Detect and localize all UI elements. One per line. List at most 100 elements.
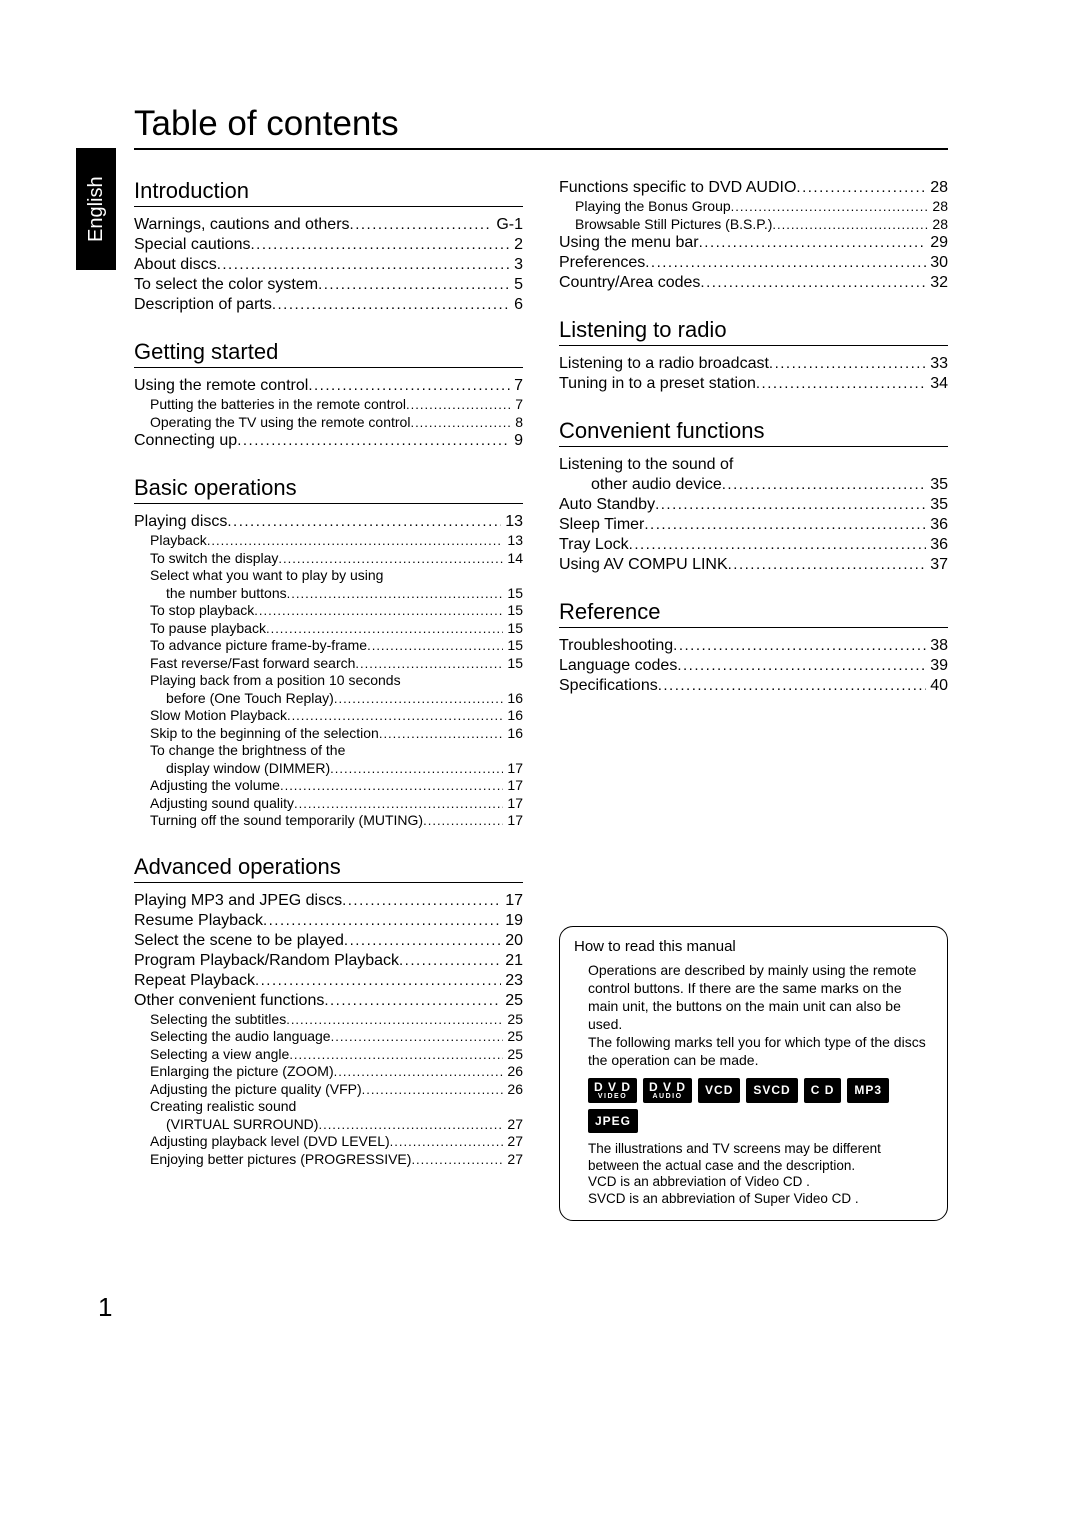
- toc-entry: Functions specific to DVD AUDIO 28: [559, 178, 948, 198]
- toc-entry: Playing discs13: [134, 512, 523, 532]
- toc-entry-label: Adjusting the picture quality (VFP): [150, 1081, 362, 1099]
- toc-entry: Connecting up9: [134, 431, 523, 451]
- info-box-title: How to read this manual: [574, 937, 933, 957]
- toc-entry-page: 40: [926, 676, 948, 696]
- badge-label: MP3: [854, 1084, 882, 1096]
- toc-entry: Country/Area codes32: [559, 273, 948, 293]
- toc-entry-page: 28: [926, 178, 948, 198]
- right-column: Functions specific to DVD AUDIO 28 Playing…: [559, 178, 948, 1221]
- toc-entry-label: Description of parts: [134, 295, 272, 315]
- toc-entry-label: Tuning in to a preset station: [559, 374, 756, 394]
- toc-leader-dots: [294, 796, 503, 812]
- toc-entry-label: Warnings, cautions and others: [134, 215, 350, 235]
- toc-entry: (VIRTUAL SURROUND)27: [134, 1116, 523, 1134]
- toc-entry-label: Selecting the subtitles: [150, 1011, 286, 1029]
- toc-entry-page: 16: [503, 707, 523, 725]
- toc-entry-label: To switch the display: [150, 550, 278, 568]
- badge-label: D V D: [649, 1081, 686, 1093]
- toc-entry: Special cautions2: [134, 235, 523, 255]
- toc-entry-page: 17: [503, 777, 523, 795]
- toc-entry-page: 16: [503, 690, 523, 708]
- toc-entry-label: Program Playback/Random Playback: [134, 951, 399, 971]
- toc-entry-page: 15: [503, 655, 523, 673]
- toc-entry-label: Using the menu bar: [559, 233, 699, 253]
- toc-entry: Repeat Playback23: [134, 971, 523, 991]
- badge-label: VCD: [705, 1084, 733, 1096]
- toc-entry-page: 25: [503, 1046, 523, 1064]
- section-title: Basic operations: [134, 475, 523, 504]
- badge-sublabel: AUDIO: [649, 1093, 686, 1100]
- toc-entry: Tuning in to a preset station34: [559, 374, 948, 394]
- toc-entry-label: (VIRTUAL SURROUND): [166, 1116, 318, 1134]
- toc-entry-page: 6: [510, 295, 523, 315]
- toc-entry-label: To select the color system: [134, 275, 318, 295]
- toc-entry-page: 8: [511, 414, 523, 432]
- toc-leader-dots: [722, 476, 926, 495]
- toc-entry: Skip to the beginning of the selection16: [134, 725, 523, 743]
- toc-entry-label: Repeat Playback: [134, 971, 255, 991]
- info-text: The following marks tell you for which t…: [588, 1033, 933, 1069]
- toc-entry-page: 28: [928, 198, 948, 216]
- toc-leader-dots: [645, 254, 926, 273]
- toc-leader-dots: [769, 355, 926, 374]
- disc-type-badge: D V DAUDIO: [643, 1078, 692, 1103]
- toc-entry-label: Tray Lock: [559, 535, 629, 555]
- toc-leader-dots: [266, 621, 503, 637]
- toc-leader-dots: [263, 912, 501, 931]
- toc-entry: To stop playback15: [134, 602, 523, 620]
- toc-entry-page: 16: [503, 725, 523, 743]
- toc-leader-dots: [286, 1012, 503, 1028]
- toc-entry-label: Browsable Still Pictures (B.S.P.): [575, 216, 772, 234]
- toc-entry-page: 9: [510, 431, 523, 451]
- toc-entry: Select the scene to be played20: [134, 931, 523, 951]
- info-footer: The illustrations and TV screens may be …: [588, 1141, 933, 1209]
- toc-entry-label: Operating the TV using the remote contro…: [150, 414, 410, 432]
- toc-entry-page: 29: [926, 233, 948, 253]
- section-title: Listening to radio: [559, 317, 948, 346]
- toc-entry-continuation-head: Playing back from a position 10 seconds: [134, 672, 523, 690]
- toc-leader-dots: [655, 496, 926, 515]
- toc-entry: Specifications 40: [559, 676, 948, 696]
- left-column: Introduction Warnings, cautions and other…: [134, 178, 523, 1221]
- toc-entry-page: 28: [928, 216, 948, 234]
- toc-entry-label: Adjusting the volume: [150, 777, 280, 795]
- toc-leader-dots: [251, 236, 511, 255]
- info-box: How to read this manual Operations are de…: [559, 926, 948, 1221]
- toc-leader-dots: [308, 377, 510, 396]
- toc-entry-page: 27: [503, 1133, 523, 1151]
- toc-leader-dots: [699, 234, 927, 253]
- toc-leader-dots: [344, 932, 501, 951]
- toc-leader-dots: [658, 677, 926, 696]
- toc-leader-dots: [289, 1047, 503, 1063]
- toc-entry-label: Using AV COMPU LINK: [559, 555, 728, 575]
- toc-entry-label: Adjusting sound quality: [150, 795, 294, 813]
- toc-entry: Program Playback/Random Playback 21: [134, 951, 523, 971]
- disc-type-badge: D V DVIDEO: [588, 1078, 637, 1103]
- toc-entry-label: Selecting a view angle: [150, 1046, 289, 1064]
- toc-entry-label: Playing the Bonus Group: [575, 198, 731, 216]
- toc-leader-dots: [254, 603, 503, 619]
- toc-leader-dots: [342, 892, 501, 911]
- toc-entry-continuation-head: Creating realistic sound: [134, 1098, 523, 1116]
- toc-entry-page: 14: [503, 550, 523, 568]
- toc-entry-page: 25: [501, 991, 523, 1011]
- toc-entry: Enjoying better pictures (PROGRESSIVE)27: [134, 1151, 523, 1169]
- toc-entry: Sleep Timer36: [559, 515, 948, 535]
- toc-entry-page: 32: [926, 273, 948, 293]
- toc-entry-page: 7: [510, 376, 523, 396]
- section-title: Introduction: [134, 178, 523, 207]
- toc-entry-page: 17: [501, 891, 523, 911]
- info-text: Operations are described by mainly using…: [588, 961, 933, 1034]
- info-text: SVCD is an abbreviation of Super Video C…: [588, 1191, 933, 1208]
- section-title: Convenient functions: [559, 418, 948, 447]
- toc-entry-label: before (One Touch Replay): [166, 690, 334, 708]
- toc-entry-page: 36: [926, 515, 948, 535]
- toc-entry-page: 39: [926, 656, 948, 676]
- toc-entry: Playing MP3 and JPEG discs17: [134, 891, 523, 911]
- toc-leader-dots: [411, 1152, 503, 1168]
- toc-leader-dots: [700, 274, 926, 293]
- toc-entry-label: Specifications: [559, 676, 658, 696]
- toc-entry-page: 21: [501, 951, 523, 971]
- toc-entry-label: Functions specific to DVD AUDIO: [559, 178, 796, 198]
- badge-sublabel: VIDEO: [594, 1093, 631, 1100]
